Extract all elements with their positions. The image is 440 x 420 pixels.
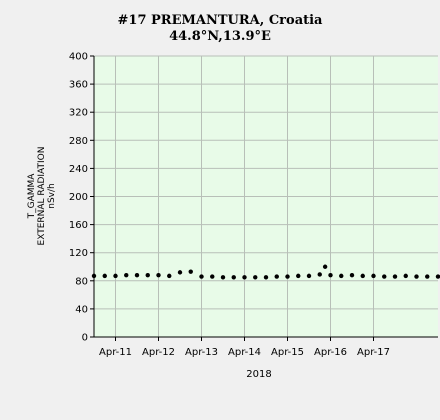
x-tick-label: Apr-16 (314, 347, 347, 358)
y-tick-label: 40 (75, 304, 88, 315)
data-point (231, 275, 236, 280)
data-point (91, 273, 97, 279)
data-point (188, 269, 193, 274)
data-point (392, 274, 398, 279)
data-point (306, 273, 312, 279)
x-tick-label: Apr-13 (185, 347, 218, 358)
data-point (382, 274, 387, 279)
grid-lines (94, 55, 438, 337)
data-point (435, 274, 440, 279)
x-tick-label: Apr-15 (271, 347, 304, 358)
y-tick-label: 240 (69, 164, 88, 175)
data-point (322, 264, 328, 269)
x-axis-label: 2018 (246, 369, 271, 380)
y-axis-label-line-1: T_GAMMA (27, 173, 37, 220)
data-point (285, 274, 290, 279)
data-point (253, 275, 258, 280)
data-point (124, 272, 129, 278)
data-point (210, 274, 215, 279)
x-axis-ticks: Apr-11 Apr-12 Apr-13 Apr-14 Apr-15 Apr-16 Apr-… (99, 337, 390, 358)
data-point (328, 272, 333, 278)
y-tick-label: 160 (69, 220, 88, 231)
data-point (349, 272, 355, 278)
data-point (425, 274, 430, 279)
x-tick-label: Apr-11 (99, 347, 132, 358)
data-point (339, 273, 344, 279)
data-points (91, 264, 440, 280)
y-axis-label-line-2: EXTERNAL RADIATION (37, 147, 47, 246)
y-tick-label: 400 (69, 52, 88, 63)
y-tick-label: 280 (69, 136, 88, 147)
data-point (113, 273, 118, 279)
y-axis-ticks: 0 40 80 120 160 200 240 280 320 360 400 (69, 52, 94, 344)
data-point (177, 270, 183, 275)
y-tick-label: 120 (69, 248, 88, 259)
data-point (403, 273, 408, 279)
data-point (317, 272, 322, 277)
y-tick-label: 0 (82, 333, 88, 344)
data-point (167, 273, 172, 279)
y-tick-label: 80 (75, 276, 88, 287)
data-point (145, 272, 150, 278)
data-point (360, 273, 365, 279)
data-point (242, 275, 247, 280)
y-axis-label-line-3: nSv/h (47, 183, 57, 208)
y-tick-label: 320 (69, 108, 88, 119)
y-tick-label: 360 (69, 80, 88, 91)
data-point (199, 274, 204, 279)
data-point (263, 275, 269, 280)
x-tick-label: Apr-14 (228, 347, 261, 358)
y-tick-label: 200 (69, 192, 88, 203)
x-tick-label: Apr-17 (357, 347, 390, 358)
data-point (220, 275, 226, 280)
chart-subtitle: 44.8°N,13.9°E (169, 29, 271, 44)
x-tick-label: Apr-12 (142, 347, 175, 358)
y-axis-label: T_GAMMA EXTERNAL RADIATION nSv/h (27, 147, 57, 246)
data-point (134, 272, 140, 278)
data-point (156, 272, 161, 278)
chart-title: #17 PREMANTURA, Croatia (118, 13, 324, 28)
data-point (414, 274, 419, 279)
data-point (296, 273, 301, 279)
data-point (102, 273, 107, 279)
data-point (274, 274, 279, 279)
data-point (371, 273, 376, 279)
